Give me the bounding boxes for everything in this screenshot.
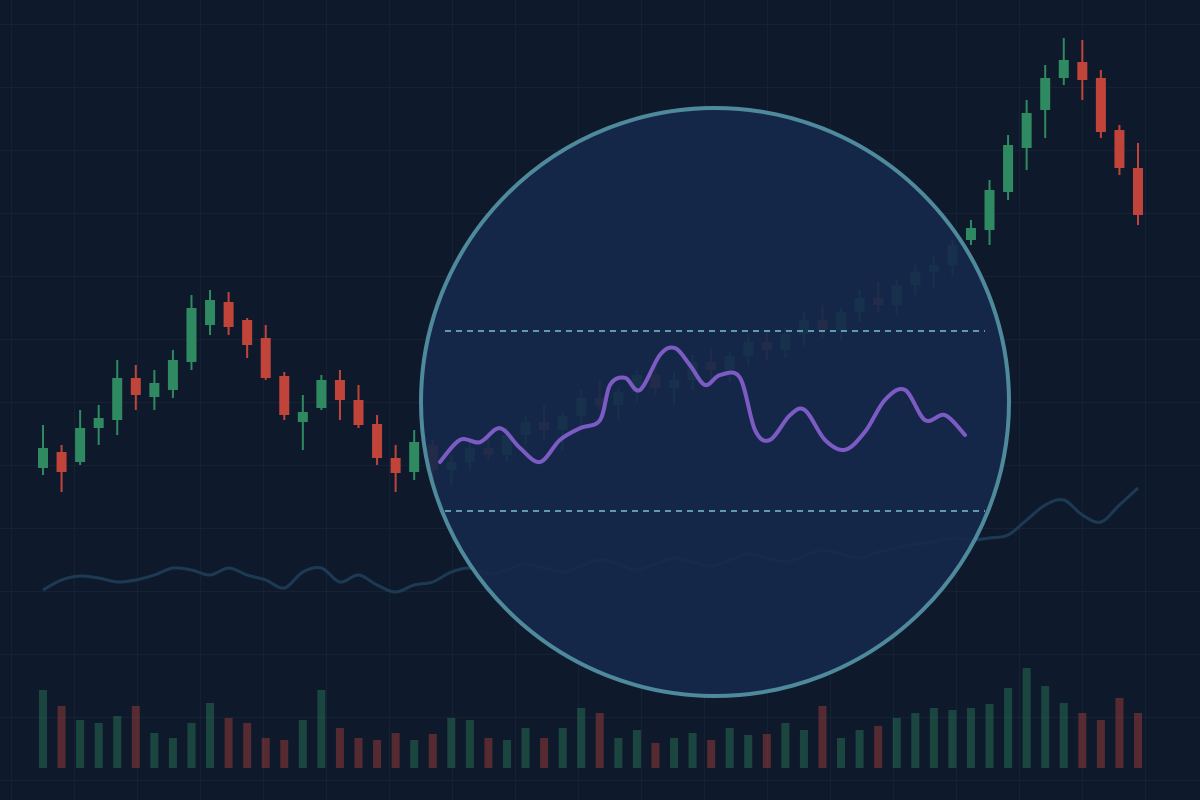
candle-body	[334, 380, 345, 400]
volume-bar	[744, 735, 753, 768]
volume-bar	[57, 706, 66, 768]
volume-bar	[1078, 713, 1087, 768]
candle-body	[260, 338, 271, 378]
candle-body	[1058, 60, 1069, 78]
candle-body	[984, 190, 995, 230]
volume-bar	[243, 723, 252, 768]
volume-bar	[725, 728, 734, 768]
volume-bar	[354, 738, 363, 768]
candle-body	[1021, 113, 1032, 148]
volume-bar	[707, 740, 716, 768]
candle-body	[965, 228, 976, 240]
volume-bar	[131, 706, 140, 768]
volume-bar	[280, 740, 289, 768]
volume-bar	[577, 708, 586, 768]
candle-body	[38, 448, 48, 468]
volume-bar	[1022, 668, 1031, 768]
volume-bar	[670, 738, 679, 768]
candle-body	[1095, 78, 1106, 132]
volume-bar	[1059, 703, 1068, 768]
volume-bar	[168, 738, 177, 768]
candle-body	[297, 412, 308, 422]
volume-bar	[540, 738, 549, 768]
candle-body	[353, 400, 364, 425]
volume-bar	[614, 738, 623, 768]
volume-bar	[335, 728, 344, 768]
candle-body	[409, 442, 420, 472]
volume-bar	[94, 723, 103, 768]
volume-bar	[892, 718, 901, 768]
candle-body	[390, 458, 401, 473]
candle-body	[223, 302, 234, 327]
volume-bar	[874, 726, 883, 768]
candle-body	[205, 300, 216, 325]
volume-bar	[1115, 698, 1124, 768]
candle-body	[1077, 62, 1088, 80]
volume-bar	[948, 710, 957, 768]
volume-bar	[911, 713, 920, 768]
volume-bar	[484, 738, 493, 768]
volume-bar	[465, 720, 474, 768]
volume-bar	[410, 740, 419, 768]
volume-bar	[521, 728, 530, 768]
candle-body	[1133, 168, 1143, 215]
volume-bar	[76, 720, 85, 768]
volume-bar	[1004, 688, 1013, 768]
volume-bar	[447, 718, 456, 768]
volume-bar	[261, 738, 270, 768]
volume-bar	[39, 690, 47, 768]
volume-bar	[688, 733, 697, 768]
base-layer	[38, 38, 1143, 768]
volume-bar	[298, 720, 307, 768]
volume-bar	[799, 730, 808, 768]
volume-bar	[1134, 713, 1142, 768]
candle-body	[93, 418, 104, 428]
candle-body	[130, 378, 141, 395]
volume-bar	[762, 734, 771, 768]
candle-body	[186, 308, 197, 362]
volume-bar	[373, 740, 382, 768]
candle-body	[149, 383, 160, 397]
candle-body	[316, 380, 327, 408]
candle-body	[1040, 78, 1051, 110]
volume-bar	[929, 708, 938, 768]
candle-body	[1003, 145, 1014, 192]
volume-bar	[206, 703, 215, 768]
magnifier	[419, 106, 1011, 698]
candle-body	[112, 378, 123, 420]
candle-body	[167, 360, 178, 390]
volume-bar	[651, 743, 660, 768]
volume-bar	[558, 728, 567, 768]
candle-body	[1114, 130, 1125, 168]
volume-bar	[502, 740, 511, 768]
candle-body	[56, 452, 67, 472]
volume-bar	[113, 716, 122, 768]
volume-bar	[595, 713, 604, 768]
candle-body	[279, 376, 290, 415]
volume-bar	[187, 723, 196, 768]
volume-bar	[1096, 720, 1105, 768]
zoom-layer	[438, 330, 985, 512]
volume-bar	[837, 738, 846, 768]
volume-bar	[224, 718, 233, 768]
volume-bar	[317, 690, 326, 768]
zoom-line	[438, 345, 967, 464]
candle-body	[372, 424, 383, 458]
volume-bar	[1041, 686, 1050, 768]
volume-bar	[150, 733, 159, 768]
volume-bar	[818, 706, 827, 768]
volume-bar	[391, 733, 400, 768]
volume-bar	[428, 734, 437, 768]
volume-bar	[985, 704, 994, 768]
candle-body	[75, 428, 86, 462]
volume-bar	[632, 730, 641, 768]
candle-body	[242, 320, 253, 345]
volume-bar	[781, 723, 790, 768]
volume-bar	[855, 730, 864, 768]
volume-bar	[966, 708, 975, 768]
